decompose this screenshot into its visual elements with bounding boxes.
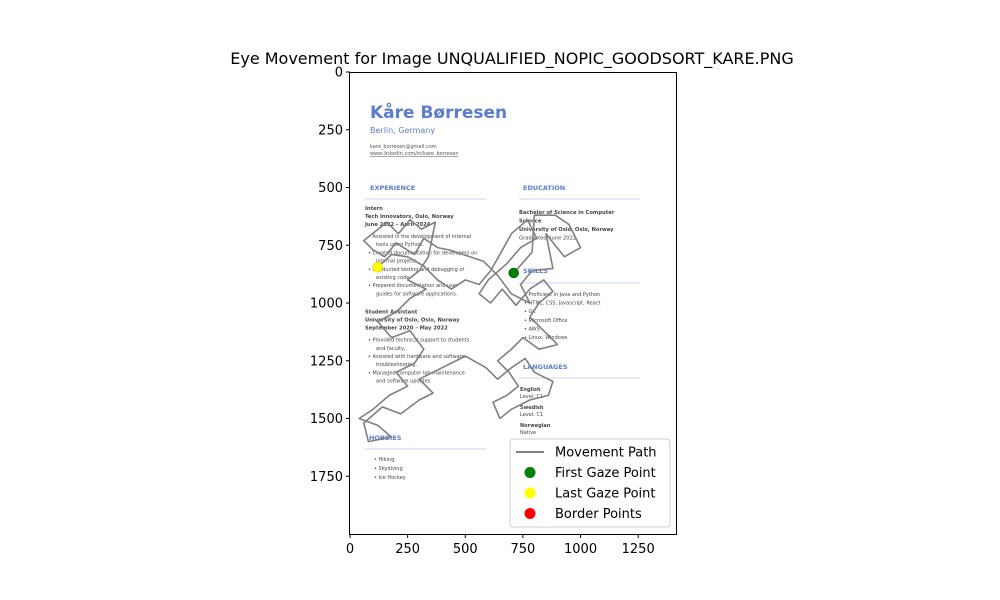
resume-location: Berlin, Germany xyxy=(370,126,435,135)
resume-line: • Assisted with hardware and software xyxy=(368,354,465,360)
resume-line: University of Oslo, Oslo, Norway xyxy=(365,318,460,324)
resume-linkedin: www.linkedin.com/in/kare_borresen xyxy=(370,151,459,157)
movement-path xyxy=(358,214,582,443)
resume-line: Native xyxy=(520,430,536,436)
y-tick-label: 1000 xyxy=(310,297,343,312)
resume-line: Student Assistant xyxy=(365,310,418,316)
resume-line: Tech Innovators, Oslo, Norway xyxy=(365,214,454,220)
legend-dot-swatch xyxy=(524,467,536,478)
y-tick-label: 1250 xyxy=(310,354,343,369)
resume-line: September 2020 – May 2022 xyxy=(365,326,448,332)
resume-line: • HTML, CSS, Javascript, React xyxy=(524,301,600,307)
resume-line: University of Oslo, Oslo, Norway xyxy=(519,227,614,233)
legend-label: Border Points xyxy=(555,507,642,522)
y-axis: 0 250 500 750 1000 1250 1500 1750 xyxy=(310,66,350,485)
legend-box xyxy=(509,438,671,528)
resume-line: existing code. xyxy=(376,275,411,281)
resume-line: • Skydiving xyxy=(374,466,403,472)
x-tick-label: 0 xyxy=(346,542,354,557)
resume-line: • Provided technical support to students xyxy=(368,338,470,344)
x-tick-label: 250 xyxy=(395,542,420,557)
resume-line: Level: C1 xyxy=(520,394,543,400)
resume-line: • Hiking xyxy=(374,457,394,463)
resume-line: • Git xyxy=(524,309,536,315)
resume-line: • Proficient in Java and Python xyxy=(524,292,600,298)
resume-line: • Created documentation for developers o… xyxy=(368,250,477,256)
section-experience: EXPERIENCE xyxy=(370,184,415,192)
y-tick-label: 750 xyxy=(318,239,343,254)
x-tick-label: 1250 xyxy=(622,542,655,557)
resume-line: Science xyxy=(519,219,542,225)
resume-line: June 2022 – April 2024 xyxy=(364,222,431,228)
resume-line: • Linux, Windows xyxy=(524,335,568,341)
resume-line: internal projects. xyxy=(376,259,419,265)
legend-label: Last Gaze Point xyxy=(555,487,655,502)
legend-label: First Gaze Point xyxy=(555,466,656,481)
resume-line: • Conducted testing and debugging of xyxy=(368,267,464,273)
resume-line: • Prepared documentation and user xyxy=(368,283,459,289)
resume-email: kare_borresen@gmail.com xyxy=(370,144,437,150)
y-tick-label: 250 xyxy=(318,123,343,138)
resume-line: Norwegian xyxy=(520,423,551,429)
resume-name: Kåre Børresen xyxy=(370,101,507,123)
legend-dot-swatch xyxy=(524,508,536,519)
y-tick-label: 1750 xyxy=(310,470,343,485)
x-tick-label: 500 xyxy=(453,542,478,557)
resume-line: Intern xyxy=(365,206,383,212)
resume-line: and faculty. xyxy=(376,346,405,352)
x-axis: 0 250 500 750 1000 1250 xyxy=(346,534,655,557)
resume-line: English xyxy=(520,387,541,393)
legend: Movement Path First Gaze Point Last Gaze P… xyxy=(509,438,671,528)
section-languages: LANGUAGES xyxy=(523,363,568,371)
first-gaze-point xyxy=(508,267,519,279)
resume-line: Bachelor of Science in Computer xyxy=(519,210,615,216)
resume-line: troubleshooting. xyxy=(376,362,417,368)
resume-line: • AWS xyxy=(524,326,540,332)
resume-line: • Managed computer lab maintenance xyxy=(368,370,465,376)
resume-line: • Ice Hockey xyxy=(374,475,406,481)
y-tick-label: 0 xyxy=(335,66,343,81)
resume-line: Level: C1 xyxy=(520,412,543,418)
legend-label: Movement Path xyxy=(555,446,657,461)
y-tick-label: 1500 xyxy=(310,412,343,427)
last-gaze-point xyxy=(372,261,383,273)
legend-dot-swatch xyxy=(524,487,536,499)
x-tick-label: 750 xyxy=(510,542,535,557)
resume-line: • Microsoft Office xyxy=(524,318,567,324)
resume-line: Swedish xyxy=(520,405,544,411)
y-tick-label: 500 xyxy=(318,181,343,196)
chart-title: Eye Movement for Image UNQUALIFIED_NOPIC… xyxy=(230,49,794,69)
resume-line: • Assisted in the development of interna… xyxy=(368,234,471,240)
section-education: EDUCATION xyxy=(523,184,565,192)
x-tick-label: 1000 xyxy=(564,542,597,557)
